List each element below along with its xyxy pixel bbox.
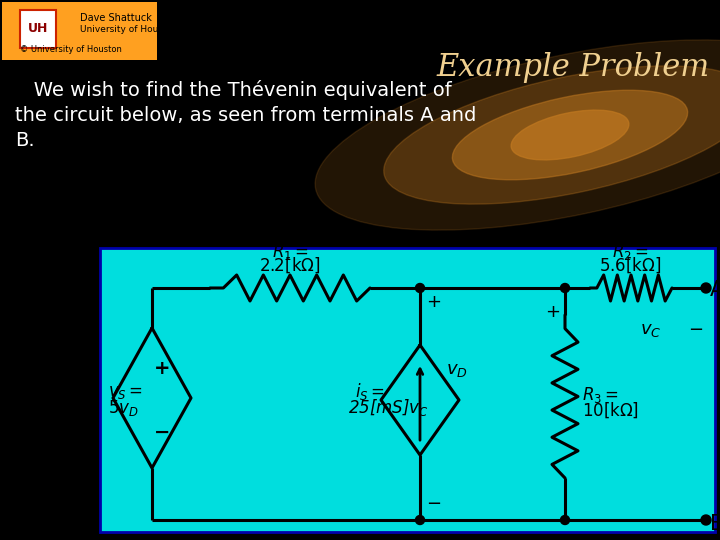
Text: −: − xyxy=(688,321,703,339)
Ellipse shape xyxy=(384,66,720,204)
Text: $5v_D$: $5v_D$ xyxy=(108,398,139,418)
Text: 10[k$\Omega$]: 10[k$\Omega$] xyxy=(582,400,639,420)
Text: $i_S=$: $i_S=$ xyxy=(355,381,385,402)
Text: We wish to find the Thévenin equivalent of
the circuit below, as seen from termi: We wish to find the Thévenin equivalent … xyxy=(15,80,477,150)
Text: +: + xyxy=(426,293,441,311)
Text: Example Problem: Example Problem xyxy=(437,52,710,83)
Bar xyxy=(20,10,56,48)
Text: B: B xyxy=(710,514,720,534)
Text: $R_3=$: $R_3=$ xyxy=(582,385,618,405)
Circle shape xyxy=(560,516,570,524)
Circle shape xyxy=(560,284,570,293)
Text: $R_1=$: $R_1=$ xyxy=(271,242,308,262)
Text: −: − xyxy=(154,422,170,442)
Ellipse shape xyxy=(315,40,720,230)
Text: © University of Houston: © University of Houston xyxy=(20,45,122,55)
Text: UH: UH xyxy=(28,23,48,36)
Text: $v_S=$: $v_S=$ xyxy=(108,383,143,401)
Text: University of Houston: University of Houston xyxy=(80,25,178,35)
Text: 5.6[k$\Omega$]: 5.6[k$\Omega$] xyxy=(599,255,661,275)
Text: 2.2[k$\Omega$]: 2.2[k$\Omega$] xyxy=(259,255,320,275)
Circle shape xyxy=(701,283,711,293)
Text: A: A xyxy=(710,280,720,300)
Text: +: + xyxy=(546,303,560,321)
Circle shape xyxy=(701,515,711,525)
Polygon shape xyxy=(113,328,191,468)
Text: −: − xyxy=(426,495,441,513)
Ellipse shape xyxy=(452,90,688,180)
Text: +: + xyxy=(154,359,170,377)
Text: Dave Shattuck: Dave Shattuck xyxy=(80,13,152,23)
Text: $v_C$: $v_C$ xyxy=(640,321,662,339)
Polygon shape xyxy=(381,345,459,455)
Text: 25[mS]$v_C$: 25[mS]$v_C$ xyxy=(348,397,429,418)
Circle shape xyxy=(415,284,425,293)
Bar xyxy=(100,248,715,532)
Text: $v_D$: $v_D$ xyxy=(446,361,468,379)
Bar xyxy=(2,2,157,60)
Ellipse shape xyxy=(511,110,629,160)
Circle shape xyxy=(415,516,425,524)
Text: $R_2=$: $R_2=$ xyxy=(611,242,649,262)
